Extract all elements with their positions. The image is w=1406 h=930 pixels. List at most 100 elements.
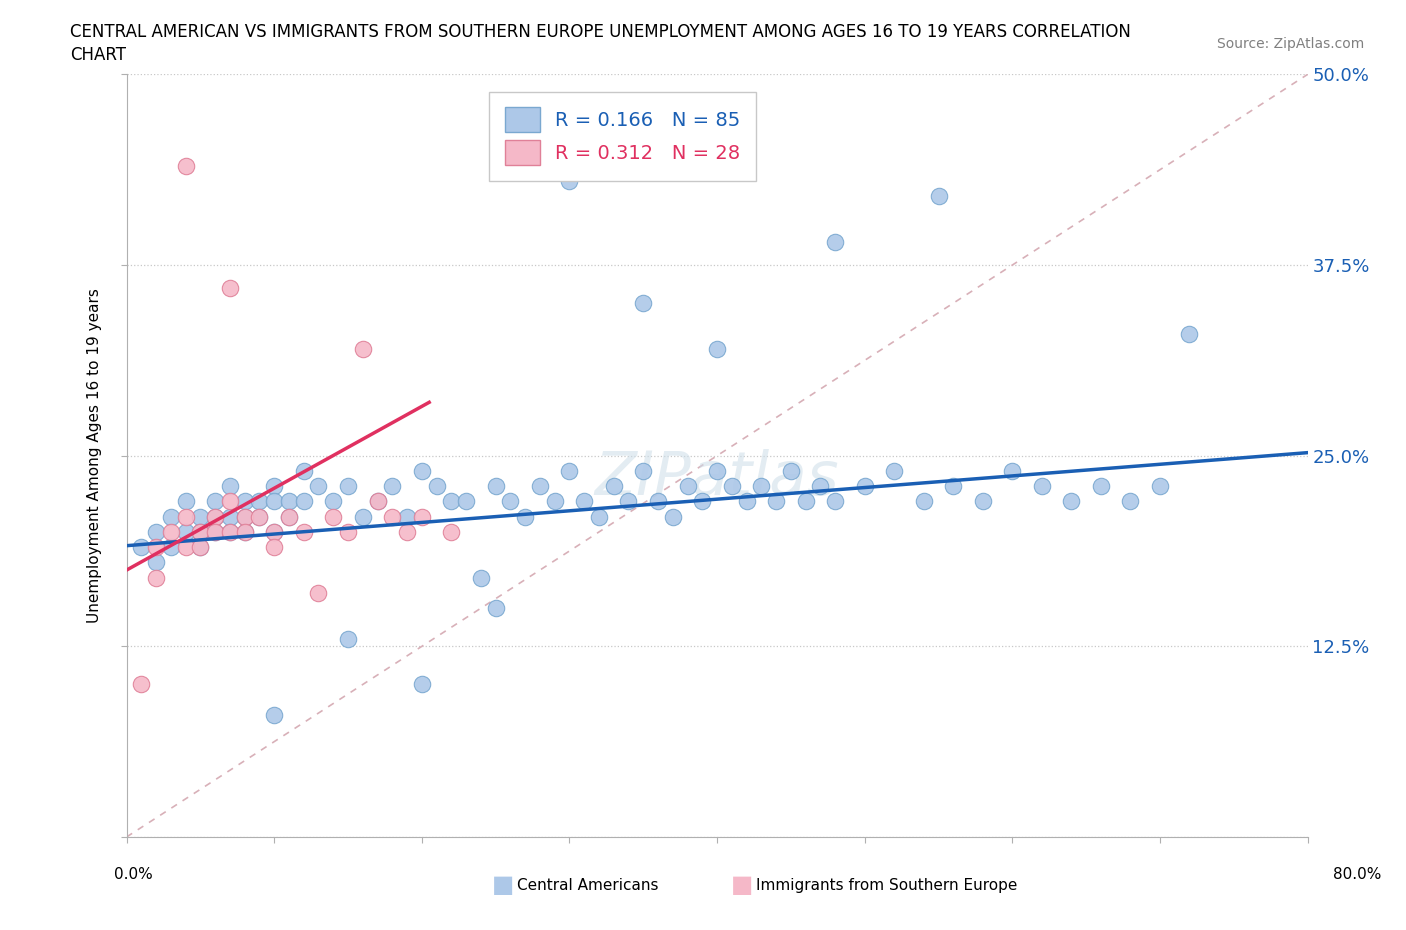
Point [174, 539, 197, 554]
Point [558, 174, 581, 189]
Point [558, 463, 581, 478]
Point [188, 510, 212, 525]
Point [794, 494, 817, 509]
Point [188, 525, 212, 539]
Point [411, 677, 433, 692]
Point [470, 570, 492, 585]
Point [588, 510, 610, 525]
Y-axis label: Unemployment Among Ages 16 to 19 years: Unemployment Among Ages 16 to 19 years [87, 288, 103, 623]
Point [322, 494, 344, 509]
Legend: R = 0.166   N = 85, R = 0.312   N = 28: R = 0.166 N = 85, R = 0.312 N = 28 [489, 92, 756, 180]
Point [706, 341, 728, 356]
Point [233, 494, 256, 509]
Point [633, 463, 655, 478]
Point [278, 510, 301, 525]
Point [751, 479, 773, 494]
Text: CENTRAL AMERICAN VS IMMIGRANTS FROM SOUTHERN EUROPE UNEMPLOYMENT AMONG AGES 16 T: CENTRAL AMERICAN VS IMMIGRANTS FROM SOUT… [70, 23, 1132, 41]
Point [160, 510, 183, 525]
Text: CHART: CHART [70, 46, 127, 64]
Text: 0.0%: 0.0% [114, 867, 153, 882]
Point [292, 525, 315, 539]
Point [456, 494, 478, 509]
Point [515, 510, 537, 525]
Point [263, 708, 285, 723]
Point [278, 494, 301, 509]
Point [396, 510, 419, 525]
Point [411, 463, 433, 478]
Point [219, 281, 242, 296]
Point [145, 525, 167, 539]
Point [263, 494, 285, 509]
Text: ZIPatlas: ZIPatlas [595, 449, 839, 508]
Point [692, 494, 714, 509]
Point [543, 494, 565, 509]
Point [160, 539, 183, 554]
Point [219, 479, 242, 494]
Point [292, 494, 315, 509]
Point [129, 539, 153, 554]
Point [322, 510, 344, 525]
Point [367, 494, 389, 509]
Point [411, 510, 433, 525]
Point [706, 463, 728, 478]
Point [249, 494, 271, 509]
Point [883, 463, 905, 478]
Point [219, 525, 242, 539]
Point [810, 479, 832, 494]
Point [824, 494, 846, 509]
Point [174, 158, 197, 173]
Point [853, 479, 876, 494]
Point [720, 479, 742, 494]
Point [219, 510, 242, 525]
Point [352, 510, 374, 525]
Point [308, 479, 330, 494]
Point [1149, 479, 1171, 494]
Point [603, 479, 626, 494]
Point [425, 479, 447, 494]
Point [1178, 326, 1201, 341]
Point [204, 525, 226, 539]
Point [396, 525, 419, 539]
Text: 80.0%: 80.0% [1333, 867, 1381, 882]
Point [263, 525, 285, 539]
Point [337, 479, 360, 494]
Point [574, 494, 596, 509]
Text: Immigrants from Southern Europe: Immigrants from Southern Europe [756, 878, 1018, 893]
Point [1060, 494, 1083, 509]
Point [174, 525, 197, 539]
Point [676, 479, 699, 494]
Point [484, 479, 508, 494]
Point [233, 525, 256, 539]
Point [204, 510, 226, 525]
Point [633, 296, 655, 311]
Point [145, 570, 167, 585]
Text: Source: ZipAtlas.com: Source: ZipAtlas.com [1216, 37, 1364, 51]
Point [367, 494, 389, 509]
Text: ■: ■ [731, 873, 754, 897]
Point [249, 510, 271, 525]
Point [1090, 479, 1112, 494]
Point [233, 510, 256, 525]
Point [381, 510, 404, 525]
Point [278, 510, 301, 525]
Point [912, 494, 935, 509]
Point [780, 463, 803, 478]
Point [735, 494, 758, 509]
Point [352, 341, 374, 356]
Point [765, 494, 787, 509]
Point [204, 510, 226, 525]
Point [188, 539, 212, 554]
Point [824, 234, 846, 249]
Point [337, 631, 360, 646]
Text: Central Americans: Central Americans [517, 878, 659, 893]
Point [942, 479, 965, 494]
Point [174, 494, 197, 509]
Point [499, 494, 522, 509]
Point [219, 525, 242, 539]
Point [484, 601, 508, 616]
Point [928, 189, 950, 204]
Point [233, 525, 256, 539]
Point [263, 479, 285, 494]
Point [337, 525, 360, 539]
Point [174, 510, 197, 525]
